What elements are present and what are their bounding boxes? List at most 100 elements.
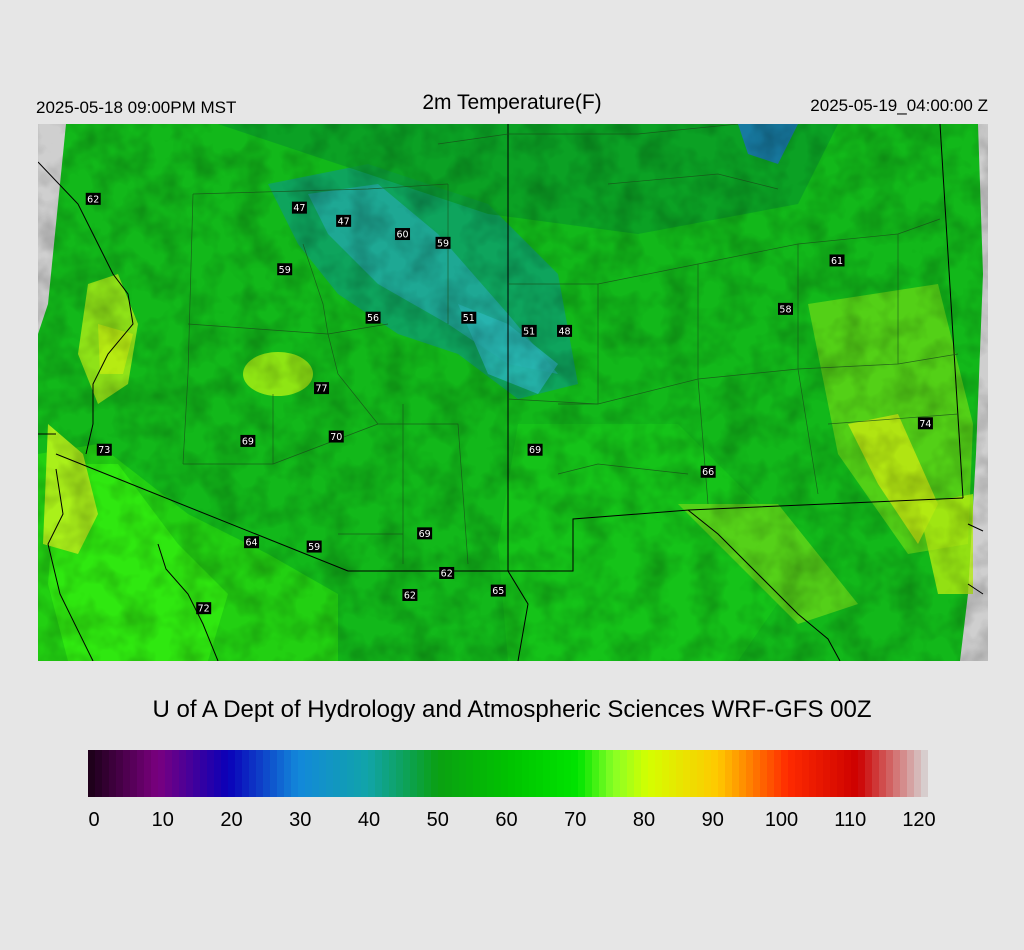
colorbar-segment bbox=[123, 750, 131, 797]
station-temperature-label: 62 bbox=[402, 588, 418, 601]
station-temperature-value: 51 bbox=[523, 326, 535, 337]
station-temperature-value: 59 bbox=[308, 542, 320, 553]
colorbar-segment bbox=[326, 750, 334, 797]
valid-utc-time: 2025-05-19_04:00:00 Z bbox=[810, 96, 988, 115]
colorbar-segment bbox=[746, 750, 754, 797]
colorbar-segment bbox=[403, 750, 411, 797]
colorbar-segment bbox=[732, 750, 740, 797]
colorbar-segment bbox=[676, 750, 684, 797]
colorbar-segment bbox=[536, 750, 544, 797]
colorbar-segment bbox=[277, 750, 285, 797]
colorbar-segment bbox=[781, 750, 789, 797]
station-temperature-value: 59 bbox=[437, 238, 449, 249]
station-label-box bbox=[314, 382, 330, 395]
colorbar-tick-label: 50 bbox=[426, 809, 449, 831]
station-temperature-label: 73 bbox=[96, 443, 112, 456]
station-label-box bbox=[461, 311, 477, 324]
colorbar-segment bbox=[249, 750, 257, 797]
colorbar-segment bbox=[697, 750, 705, 797]
station-temperature-label: 62 bbox=[439, 566, 455, 579]
station-temperature-label: 69 bbox=[527, 443, 543, 456]
colorbar-segment bbox=[522, 750, 530, 797]
station-temperature-label: 58 bbox=[777, 302, 793, 315]
station-label-box bbox=[244, 536, 260, 549]
station-temperature-value: 47 bbox=[338, 216, 350, 227]
colorbar-segment bbox=[375, 750, 383, 797]
colorbar-segment bbox=[109, 750, 117, 797]
colorbar-segment bbox=[606, 750, 614, 797]
colorbar-segment bbox=[879, 750, 887, 797]
colorbar-segment bbox=[340, 750, 348, 797]
colorbar-segment bbox=[711, 750, 719, 797]
colorbar-segment bbox=[767, 750, 775, 797]
station-temperature-label: 72 bbox=[196, 602, 212, 615]
colorbar-tick-label: 90 bbox=[701, 809, 724, 831]
colorbar-segment bbox=[193, 750, 201, 797]
station-label-box bbox=[402, 588, 418, 601]
station-temperature-value: 69 bbox=[419, 529, 431, 540]
colorbar-segment bbox=[263, 750, 271, 797]
station-label-box bbox=[96, 443, 112, 456]
colorbar-segment bbox=[529, 750, 537, 797]
colorbar-segment bbox=[613, 750, 621, 797]
station-temperature-value: 60 bbox=[396, 230, 408, 241]
colorbar-segment bbox=[144, 750, 152, 797]
colorbar-segment bbox=[893, 750, 901, 797]
station-temperature-label: 64 bbox=[244, 536, 260, 549]
station-temperature-label: 69 bbox=[240, 434, 256, 447]
station-temperature-label: 51 bbox=[521, 324, 537, 337]
colorbar-segment bbox=[242, 750, 250, 797]
colorbar-segment bbox=[662, 750, 670, 797]
colorbar-segment bbox=[158, 750, 166, 797]
colorbar-segment bbox=[571, 750, 579, 797]
colorbar-segment bbox=[648, 750, 656, 797]
station-temperature-value: 59 bbox=[279, 265, 291, 276]
colorbar-segment bbox=[501, 750, 509, 797]
colorbar-segment bbox=[228, 750, 236, 797]
colorbar-segment bbox=[487, 750, 495, 797]
colorbar-segment bbox=[578, 750, 586, 797]
colorbar-segment bbox=[907, 750, 915, 797]
colorbar-segment bbox=[284, 750, 292, 797]
station-label-box bbox=[336, 214, 352, 227]
colorbar-segment bbox=[438, 750, 446, 797]
colorbar-tick-label: 80 bbox=[632, 809, 656, 831]
colorbar-segment bbox=[95, 750, 103, 797]
colorbar-segment bbox=[585, 750, 593, 797]
station-temperature-label: 59 bbox=[435, 236, 451, 249]
colorbar-segment bbox=[592, 750, 600, 797]
colorbar-tick-label: 30 bbox=[289, 809, 312, 831]
colorbar-segment bbox=[858, 750, 866, 797]
colorbar-segment bbox=[809, 750, 817, 797]
station-label-box bbox=[527, 443, 543, 456]
colorbar-segment bbox=[172, 750, 180, 797]
station-label-box bbox=[328, 430, 344, 443]
station-label-box bbox=[557, 324, 573, 337]
colorbar-segment bbox=[795, 750, 803, 797]
colorbar-segment bbox=[186, 750, 194, 797]
colorbar-segment bbox=[760, 750, 768, 797]
colorbar-segment bbox=[466, 750, 474, 797]
colorbar-segment bbox=[753, 750, 761, 797]
station-temperature-value: 58 bbox=[779, 304, 791, 315]
colorbar-segment bbox=[739, 750, 747, 797]
colorbar-segment bbox=[207, 750, 215, 797]
station-temperature-label: 77 bbox=[314, 382, 330, 395]
colorbar-segment bbox=[543, 750, 551, 797]
colorbar-tick-label: 20 bbox=[220, 809, 243, 831]
station-temperature-value: 56 bbox=[367, 313, 379, 324]
station-temperature-label: 66 bbox=[700, 465, 716, 478]
station-temperature-value: 69 bbox=[242, 436, 254, 447]
station-temperature-label: 70 bbox=[328, 430, 344, 443]
chart-title: 2m Temperature(F) bbox=[422, 91, 602, 114]
station-temperature-label: 59 bbox=[306, 540, 322, 553]
colorbar-segment bbox=[88, 750, 96, 797]
colorbar-segment bbox=[655, 750, 663, 797]
colorbar-segment bbox=[410, 750, 418, 797]
colorbar-segment bbox=[634, 750, 642, 797]
colorbar-segment bbox=[494, 750, 502, 797]
colorbar-segment bbox=[921, 750, 928, 797]
colorbar-segment bbox=[214, 750, 222, 797]
station-temperature-label: 51 bbox=[461, 311, 477, 324]
colorbar-segment bbox=[179, 750, 187, 797]
